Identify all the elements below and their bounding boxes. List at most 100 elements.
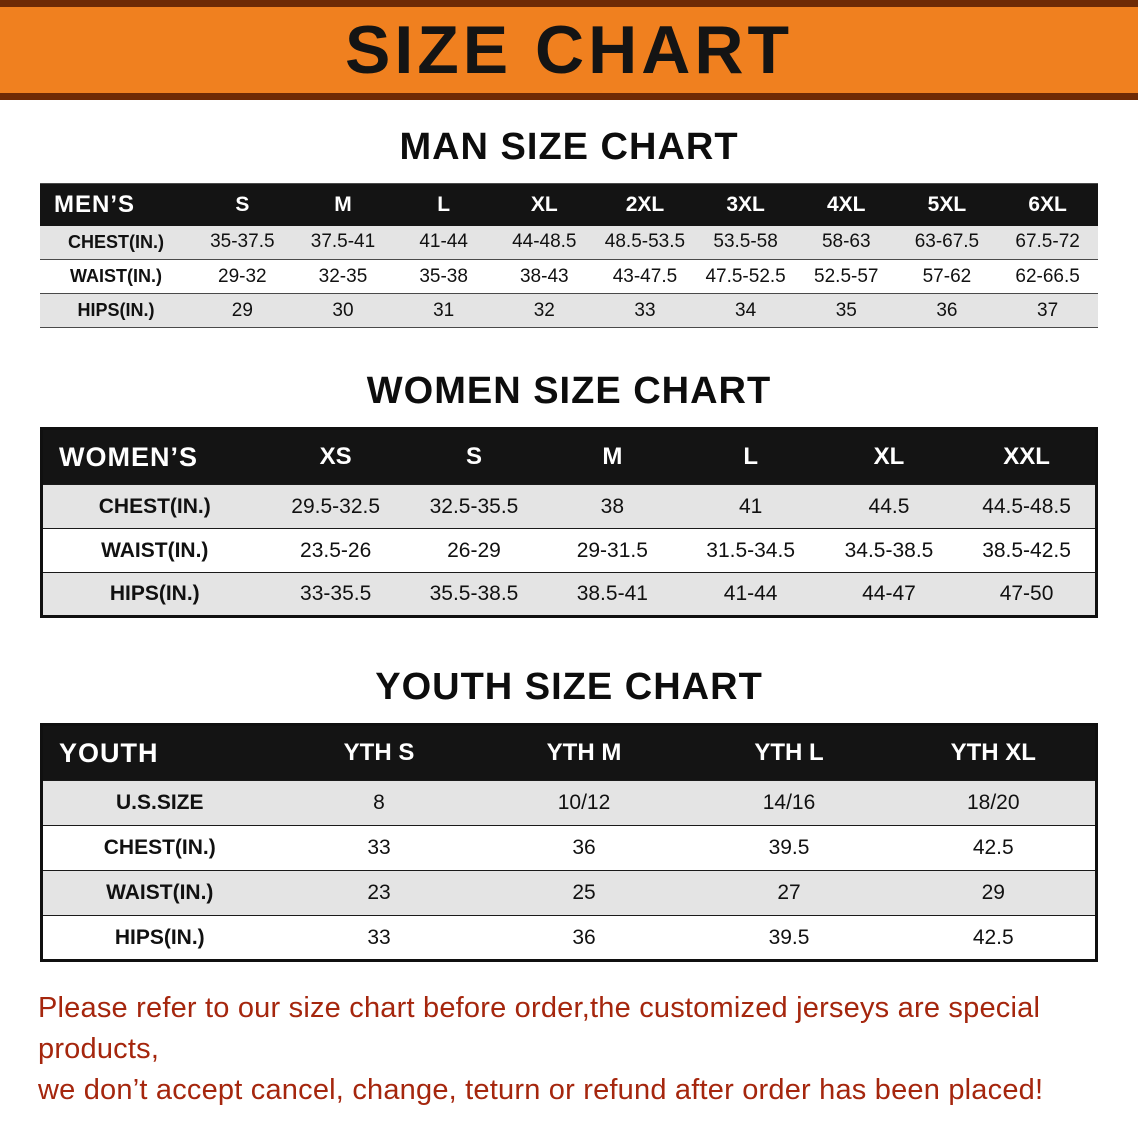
size-value-cell: 43-47.5 (612, 265, 678, 287)
youth-ussize-row: U.S.SIZE 8 10/12 14/16 18/20 (41, 780, 1097, 826)
size-value-cell: 35 (835, 299, 857, 321)
men-waist-row: WAIST(IN.) 29-32 32-35 35-38 38-43 43-47… (40, 259, 1098, 294)
header-cell: 5XL (927, 192, 967, 216)
size-value-cell: 63-67.5 (914, 231, 980, 253)
youth-chest-row: CHEST(IN.) 33 36 39.5 42.5 (41, 825, 1097, 871)
women-section-heading: WOMEN SIZE CHART (366, 370, 772, 412)
women-header-row: WOMEN’S XS S M L XL XXL (41, 428, 1097, 485)
size-value-cell: 29-31.5 (576, 538, 648, 562)
header-cell: XS (319, 443, 352, 470)
size-value-cell: 36 (572, 836, 596, 859)
header-cell: 3XL (726, 192, 765, 216)
size-value-cell: 29.5-32.5 (291, 494, 381, 518)
size-value-cell: 26-29 (447, 538, 501, 562)
size-value-cell: 29 (981, 881, 1005, 904)
size-value-cell: 41 (738, 494, 763, 518)
size-value-cell: 33 (367, 925, 391, 949)
header-cell: L (743, 443, 758, 470)
size-value-cell: 37 (1037, 299, 1059, 321)
row-label-cell: HIPS(IN.) (114, 925, 205, 949)
header-cell: M (334, 192, 352, 216)
header-cell: YTH M (546, 739, 622, 766)
size-value-cell: 31.5-34.5 (706, 538, 796, 562)
size-value-cell: 14/16 (762, 791, 816, 814)
youth-hips-row: HIPS(IN.) 33 36 39.5 42.5 (41, 915, 1097, 961)
youth-header-row: YOUTH YTH S YTH M YTH L YTH XL (41, 724, 1097, 781)
row-label-cell: WAIST(IN.) (101, 538, 209, 562)
women-chest-row: CHEST(IN.) 29.5-32.5 32.5-35.5 38 41 44.… (41, 484, 1097, 529)
footer-note-line1: Please refer to our size chart before or… (38, 992, 1041, 1066)
size-value-cell: 29 (231, 299, 253, 321)
size-value-cell: 32.5-35.5 (429, 494, 519, 518)
size-value-cell: 33 (367, 836, 391, 859)
women-waist-row: WAIST(IN.) 23.5-26 26-29 29-31.5 31.5-34… (41, 528, 1097, 573)
size-value-cell: 44.5-48.5 (982, 494, 1071, 518)
banner-title: SIZE CHART (345, 12, 793, 88)
header-cell: YTH S (343, 739, 415, 766)
footer-note: Please refer to our size chart before or… (38, 988, 1100, 1112)
size-value-cell: 23 (367, 881, 391, 904)
size-value-cell: 38.5-41 (576, 582, 648, 605)
size-value-cell: 25 (572, 881, 596, 904)
size-value-cell: 38-43 (519, 265, 569, 287)
size-value-cell: 30 (332, 299, 354, 321)
women-size-table: WOMEN’S XS S M L XL XXL CHEST(IN.) 29.5-… (40, 427, 1098, 618)
men-section-heading: MAN SIZE CHART (399, 126, 739, 168)
size-value-cell: 23.5-26 (300, 538, 372, 562)
size-value-cell: 35-37.5 (210, 231, 275, 253)
size-value-cell: 41-44 (419, 231, 468, 253)
size-value-cell: 32-35 (318, 265, 368, 287)
size-value-cell: 39.5 (768, 925, 810, 949)
header-cell: M (602, 443, 623, 470)
size-value-cell: 35.5-38.5 (429, 582, 519, 605)
header-cell: YTH XL (950, 739, 1036, 766)
size-value-cell: 47-50 (999, 582, 1054, 605)
header-cell: XXL (1003, 443, 1050, 470)
men-size-table: MEN’S S M L XL 2XL 3XL 4XL 5XL 6XL CHEST… (40, 183, 1098, 328)
size-value-cell: 31 (433, 299, 455, 321)
youth-waist-row: WAIST(IN.) 23 25 27 29 (41, 870, 1097, 916)
size-value-cell: 44-47 (862, 582, 916, 605)
size-value-cell: 39.5 (768, 836, 810, 859)
row-label-cell: CHEST(IN.) (68, 231, 164, 252)
size-value-cell: 57-62 (922, 265, 972, 287)
size-value-cell: 33 (634, 299, 656, 321)
women-table-title-cell: WOMEN’S (59, 441, 198, 472)
size-value-cell: 8 (373, 791, 385, 814)
size-value-cell: 18/20 (966, 791, 1020, 814)
size-value-cell: 34.5-38.5 (844, 538, 934, 562)
size-value-cell: 36 (936, 299, 958, 321)
youth-section-heading: YOUTH SIZE CHART (375, 666, 763, 708)
size-value-cell: 42.5 (972, 925, 1014, 949)
size-value-cell: 27 (777, 881, 801, 904)
size-value-cell: 35-38 (419, 265, 468, 287)
size-value-cell: 58-63 (821, 231, 871, 253)
size-value-cell: 34 (735, 299, 757, 321)
row-label-cell: U.S.SIZE (115, 791, 204, 814)
size-value-cell: 38.5-42.5 (982, 538, 1071, 562)
row-label-cell: CHEST(IN.) (103, 836, 216, 859)
men-table-title-cell: MEN’S (54, 190, 136, 218)
header-cell: S (465, 443, 482, 470)
header-cell: L (437, 192, 451, 216)
men-hips-row: HIPS(IN.) 29 30 31 32 33 34 35 36 37 (40, 293, 1098, 328)
size-value-cell: 29-32 (218, 265, 267, 287)
size-value-cell: 52.5-57 (814, 265, 879, 287)
size-value-cell: 67.5-72 (1015, 231, 1080, 253)
header-cell: 6XL (1028, 192, 1067, 216)
size-value-cell: 37.5-41 (310, 231, 376, 253)
size-value-cell: 47.5-52.5 (705, 265, 786, 287)
size-value-cell: 33-35.5 (300, 582, 372, 605)
size-value-cell: 38 (600, 494, 624, 518)
men-chest-row: CHEST(IN.) 35-37.5 37.5-41 41-44 44-48.5… (40, 225, 1098, 260)
size-value-cell: 42.5 (972, 836, 1014, 859)
header-cell: 4XL (827, 192, 866, 216)
row-label-cell: CHEST(IN.) (98, 494, 211, 518)
size-value-cell: 62-66.5 (1015, 265, 1080, 287)
row-label-cell: HIPS(IN.) (77, 300, 155, 320)
row-label-cell: WAIST(IN.) (70, 266, 162, 286)
size-value-cell: 44.5 (868, 494, 910, 518)
size-chart-banner: SIZE CHART (0, 0, 1138, 100)
youth-size-table: YOUTH YTH S YTH M YTH L YTH XL U.S.SIZE … (40, 723, 1098, 962)
size-value-cell: 10/12 (557, 791, 611, 814)
